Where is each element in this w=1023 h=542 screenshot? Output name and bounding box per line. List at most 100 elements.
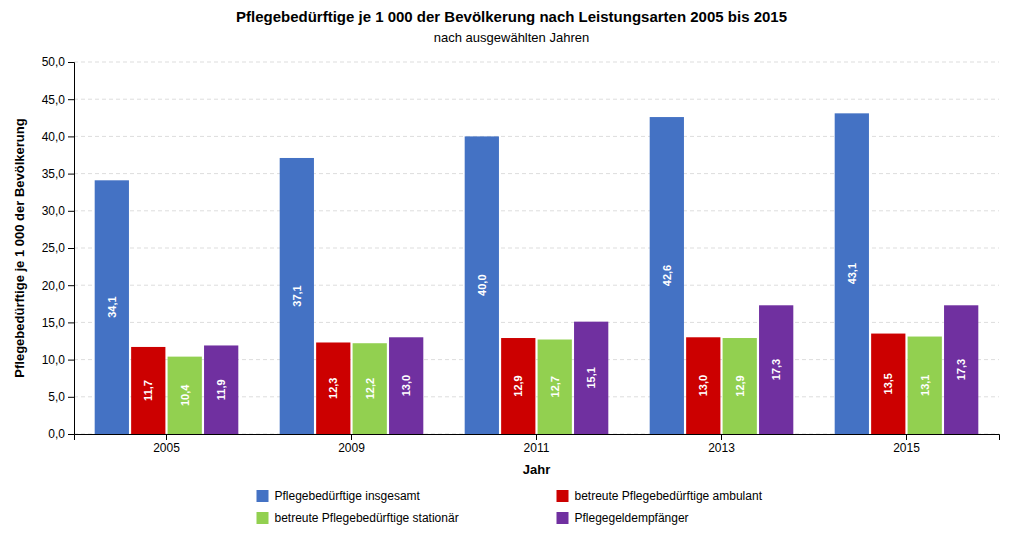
- bar: [759, 305, 793, 434]
- axis-line: [68, 63, 75, 435]
- tick-mark: [68, 62, 74, 63]
- data-label: 11,7: [142, 380, 154, 401]
- tick: 35,0: [42, 167, 74, 181]
- x-axis: 2005 2009 2011 2013 2015: [75, 434, 1000, 455]
- tick: 10,0: [42, 353, 74, 367]
- tick: 2009: [338, 434, 365, 455]
- data-label: 11,9: [215, 379, 227, 400]
- tick-label: 15,0: [42, 316, 66, 330]
- tick-label: 50,0: [42, 55, 66, 69]
- plot: 0,05,010,015,020,025,030,035,040,045,050…: [12, 55, 1000, 477]
- data-labels: 34,137,140,042,643,111,712,312,913,013,5…: [106, 263, 967, 406]
- tick-mark: [721, 434, 722, 440]
- tick-label: 2005: [153, 441, 180, 455]
- tick-label: 2013: [708, 441, 735, 455]
- data-label: 13,0: [400, 375, 412, 396]
- data-label: 12,2: [364, 378, 376, 399]
- tick-mark: [68, 174, 74, 175]
- grid: [74, 62, 999, 434]
- legend: Pflegebedürftige insgesamt betreute Pfleg…: [257, 489, 763, 525]
- data-label: 15,1: [585, 367, 597, 388]
- bar: [574, 322, 608, 434]
- bars: [95, 113, 979, 434]
- bar: [168, 357, 202, 434]
- data-label: 13,1: [919, 375, 931, 396]
- tick: 50,0: [42, 55, 74, 69]
- bar: [650, 117, 684, 434]
- tick-label: 2011: [524, 441, 550, 455]
- tick-label: 30,0: [42, 204, 66, 218]
- bar: [538, 340, 572, 434]
- data-label: 43,1: [846, 263, 858, 284]
- legend-item: betreute Pflegebedürftige stationär: [257, 511, 459, 525]
- tick-mark: [906, 434, 907, 440]
- tick-label: 10,0: [42, 353, 66, 367]
- axis-line: [75, 435, 1000, 441]
- legend-label: betreute Pflegebedürftige ambulant: [575, 489, 763, 503]
- data-label: 12,9: [512, 375, 524, 396]
- bar-series: [95, 113, 869, 434]
- tick-mark: [351, 434, 352, 440]
- tick-mark: [68, 211, 74, 212]
- data-label: 34,1: [106, 296, 118, 317]
- grid-line: [74, 62, 999, 63]
- legend-swatch: [257, 512, 269, 524]
- tick: 40,0: [42, 130, 74, 144]
- legend-item: Pflegegeldempfänger: [557, 511, 689, 525]
- legend-swatch: [557, 512, 569, 524]
- tick-mark: [68, 99, 74, 100]
- chart: Pflegebedürftige je 1 000 der Bevölkerun…: [0, 0, 1023, 542]
- bar: [686, 337, 720, 434]
- tick-mark: [68, 136, 74, 137]
- tick-mark: [68, 397, 74, 398]
- tick: 2013: [708, 434, 735, 455]
- bar: [501, 338, 535, 434]
- tick: 20,0: [42, 279, 74, 293]
- legend-swatch: [557, 490, 569, 502]
- tick-mark: [68, 360, 74, 361]
- tick-label: 20,0: [42, 279, 66, 293]
- legend-label: Pflegebedürftige insgesamt: [275, 489, 421, 503]
- tick-label: 40,0: [42, 130, 66, 144]
- x-axis-title: Jahr: [523, 462, 550, 477]
- tick-label: 35,0: [42, 167, 66, 181]
- y-axis-title: Pflegebedürftige je 1 000 der Bevölkerun…: [12, 118, 27, 377]
- legend-item: betreute Pflegebedürftige ambulant: [557, 489, 763, 503]
- tick: 0,0: [48, 427, 74, 441]
- bar: [204, 345, 238, 434]
- legend-item: Pflegebedürftige insgesamt: [257, 489, 421, 503]
- tick: 2015: [893, 434, 920, 455]
- bar: [465, 136, 499, 434]
- bar: [280, 158, 314, 434]
- tick-mark: [68, 322, 74, 323]
- tick-mark: [68, 434, 74, 435]
- legend-swatch: [257, 490, 269, 502]
- bar-series: [168, 337, 942, 434]
- data-label: 40,0: [476, 274, 488, 295]
- data-label: 12,7: [549, 376, 561, 397]
- bar: [871, 334, 905, 434]
- bar: [389, 337, 423, 434]
- legend-label: Pflegegeldempfänger: [575, 511, 689, 525]
- tick: 15,0: [42, 316, 74, 330]
- tick-label: 2015: [893, 441, 920, 455]
- tick-mark: [166, 434, 167, 440]
- title: Pflegebedürftige je 1 000 der Bevölkerun…: [236, 8, 787, 25]
- tick: 45,0: [42, 93, 74, 107]
- y-axis: 0,05,010,015,020,025,030,035,040,045,050…: [42, 55, 75, 441]
- tick-mark: [68, 248, 74, 249]
- bar: [95, 180, 129, 434]
- bar: [723, 338, 757, 434]
- tick-label: 25,0: [42, 241, 66, 255]
- data-label: 17,3: [955, 359, 967, 380]
- data-label: 17,3: [770, 359, 782, 380]
- data-label: 12,3: [327, 378, 339, 399]
- tick: 30,0: [42, 204, 74, 218]
- legend-label: betreute Pflegebedürftige stationär: [275, 511, 459, 525]
- data-label: 37,1: [291, 285, 303, 306]
- bar: [835, 113, 869, 434]
- bar: [131, 347, 165, 434]
- data-label: 13,5: [882, 373, 894, 394]
- tick-mark: [536, 434, 537, 440]
- tick-label: 0,0: [48, 427, 65, 441]
